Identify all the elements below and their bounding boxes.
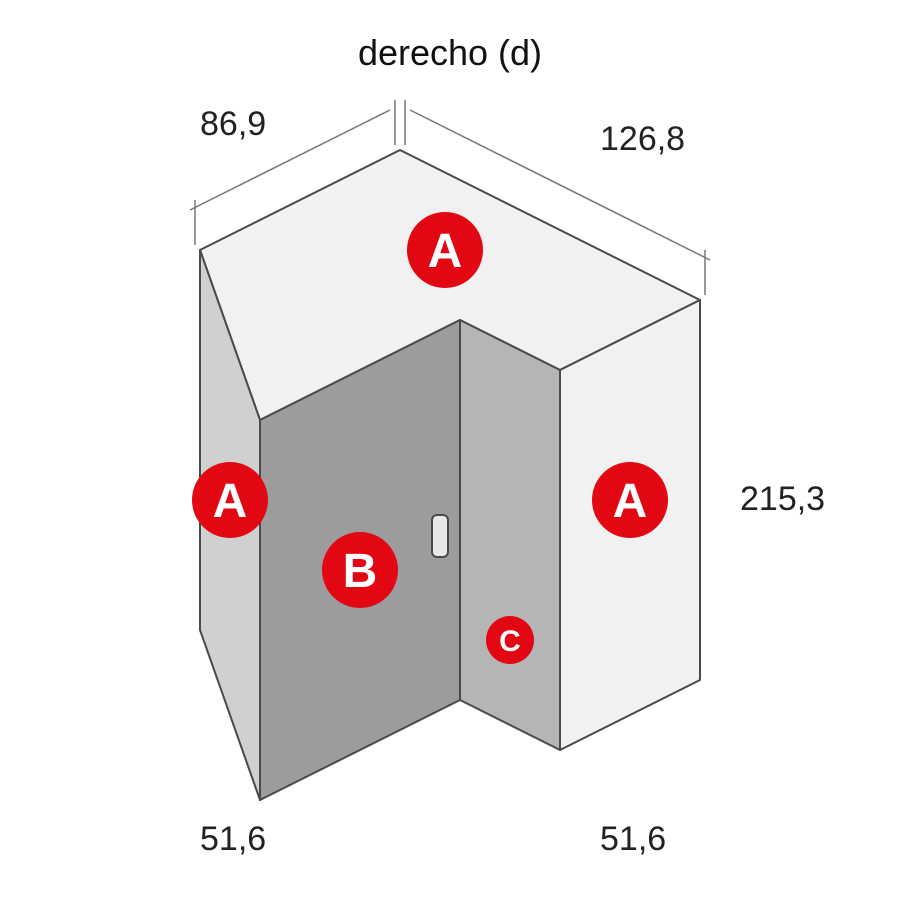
dim-top-left-label: 86,9 [200,105,266,143]
badge-a-top: A [407,212,483,288]
dim-top-right-label: 126,8 [600,120,685,158]
badge-a-left: A [192,462,268,538]
badge-b: B [322,532,398,608]
dim-bottom-right-label: 51,6 [600,820,666,858]
door-handle [432,515,448,557]
diagram-title: derecho (d) [358,32,542,73]
dim-bottom-left-label: 51,6 [200,820,266,858]
svg-text:B: B [343,545,378,598]
furniture-diagram: derecho (d) 86,9 126,8 215,3 51,6 51,6 A… [0,0,900,900]
badge-c: C [486,616,534,664]
door-right-face [460,320,560,750]
svg-text:C: C [499,625,521,658]
svg-text:A: A [613,475,648,528]
badge-a-right: A [592,462,668,538]
svg-text:A: A [428,225,463,278]
svg-text:A: A [213,475,248,528]
dim-height-label: 215,3 [740,480,825,518]
